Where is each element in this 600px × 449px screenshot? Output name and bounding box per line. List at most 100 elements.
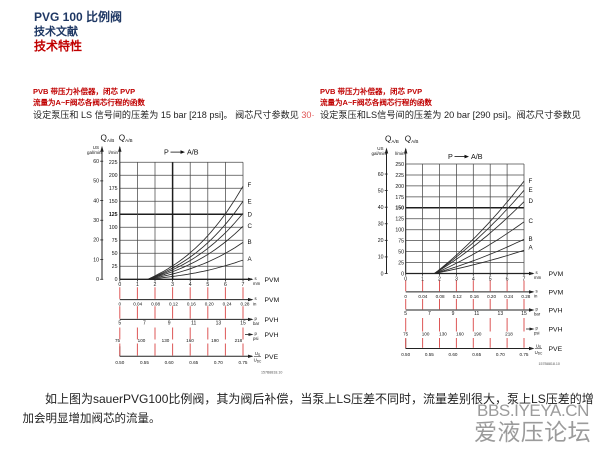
svg-text:100: 100 xyxy=(138,338,146,343)
svg-text:0.28: 0.28 xyxy=(521,294,530,299)
svg-text:PVM: PVM xyxy=(549,289,564,296)
svg-text:0.20: 0.20 xyxy=(487,294,496,299)
svg-text:P: P xyxy=(448,152,453,161)
svg-text:50: 50 xyxy=(398,250,404,256)
svg-text:p: p xyxy=(536,307,539,312)
svg-text:0.28: 0.28 xyxy=(240,302,249,307)
svg-text:0.65: 0.65 xyxy=(472,352,481,357)
svg-text:PVE: PVE xyxy=(265,354,279,361)
svg-text:E: E xyxy=(248,199,252,206)
svg-text:9: 9 xyxy=(452,311,455,317)
svg-text:l/min: l/min xyxy=(108,150,118,155)
svg-text:s: s xyxy=(536,288,538,293)
svg-text:50: 50 xyxy=(378,188,384,194)
svg-text:60: 60 xyxy=(93,159,99,165)
svg-text:157B8818.10: 157B8818.10 xyxy=(539,362,560,366)
svg-text:225: 225 xyxy=(395,173,404,179)
svg-text:A: A xyxy=(248,256,253,263)
svg-text:0.60: 0.60 xyxy=(449,352,458,357)
svg-text:PVH: PVH xyxy=(549,308,563,315)
svg-text:0.12: 0.12 xyxy=(453,294,462,299)
svg-text:0: 0 xyxy=(381,271,384,277)
svg-text:US: US xyxy=(377,146,383,151)
svg-text:QA/B: QA/B xyxy=(101,134,115,144)
svg-text:157B8818.10: 157B8818.10 xyxy=(261,371,282,375)
svg-text:mm: mm xyxy=(253,281,261,286)
svg-text:11: 11 xyxy=(191,321,196,327)
svg-text:0.08: 0.08 xyxy=(436,294,445,299)
svg-text:0: 0 xyxy=(118,282,121,288)
svg-text:PVM: PVM xyxy=(265,277,280,284)
svg-text:1: 1 xyxy=(136,282,139,288)
svg-text:A/B: A/B xyxy=(471,152,483,161)
svg-text:0: 0 xyxy=(401,271,404,277)
svg-text:0.75: 0.75 xyxy=(520,352,529,357)
svg-text:PVM: PVM xyxy=(265,297,280,304)
svg-text:PVH: PVH xyxy=(265,332,279,339)
svg-text:B: B xyxy=(529,236,533,243)
svg-text:100: 100 xyxy=(422,332,430,337)
svg-text:PVH: PVH xyxy=(265,317,279,324)
svg-text:s: s xyxy=(255,296,257,301)
svg-text:0.70: 0.70 xyxy=(496,352,505,357)
svg-text:3: 3 xyxy=(171,282,174,288)
svg-text:20: 20 xyxy=(378,238,384,244)
svg-text:190: 190 xyxy=(211,338,219,343)
svg-text:160: 160 xyxy=(456,332,464,337)
svg-text:20: 20 xyxy=(93,238,99,244)
svg-text:P: P xyxy=(164,148,169,157)
svg-text:QA/B: QA/B xyxy=(405,135,419,145)
svg-text:bar: bar xyxy=(253,321,260,326)
svg-text:5: 5 xyxy=(206,282,209,288)
svg-text:s: s xyxy=(536,270,538,275)
svg-text:200: 200 xyxy=(109,173,118,179)
svg-text:E: E xyxy=(529,187,533,194)
svg-text:psi: psi xyxy=(253,336,259,341)
svg-text:0.04: 0.04 xyxy=(418,294,427,299)
svg-text:15: 15 xyxy=(521,311,527,317)
svg-text:40: 40 xyxy=(378,205,384,211)
svg-text:9: 9 xyxy=(168,321,171,327)
svg-text:4: 4 xyxy=(189,282,192,288)
svg-text:PVM: PVM xyxy=(549,271,564,278)
svg-text:125: 125 xyxy=(109,212,118,218)
svg-text:gal/min: gal/min xyxy=(87,150,102,155)
svg-text:10: 10 xyxy=(93,257,99,263)
svg-text:7: 7 xyxy=(143,321,146,327)
svg-text:60: 60 xyxy=(378,172,384,178)
svg-text:6: 6 xyxy=(506,276,509,282)
svg-text:75: 75 xyxy=(403,332,409,337)
svg-text:p: p xyxy=(536,326,539,331)
svg-text:7: 7 xyxy=(428,311,431,317)
svg-text:F: F xyxy=(529,178,533,185)
svg-text:UDC: UDC xyxy=(535,350,543,356)
svg-text:PVE: PVE xyxy=(549,346,563,353)
svg-text:75: 75 xyxy=(398,239,404,245)
svg-text:0.16: 0.16 xyxy=(470,294,479,299)
svg-text:125: 125 xyxy=(395,217,404,223)
svg-text:QA/B: QA/B xyxy=(119,134,133,144)
svg-text:UDC: UDC xyxy=(254,358,262,364)
svg-text:190: 190 xyxy=(474,332,482,337)
svg-text:0.60: 0.60 xyxy=(165,360,174,365)
svg-text:75: 75 xyxy=(115,338,121,343)
svg-text:0.20: 0.20 xyxy=(205,302,214,307)
svg-text:130: 130 xyxy=(439,332,447,337)
svg-text:4: 4 xyxy=(472,276,475,282)
svg-text:C: C xyxy=(529,218,534,225)
svg-text:in: in xyxy=(253,301,257,306)
svg-text:25: 25 xyxy=(398,260,404,266)
svg-text:40: 40 xyxy=(93,198,99,204)
svg-text:US: US xyxy=(93,145,99,150)
svg-text:75: 75 xyxy=(112,238,118,244)
svg-text:0: 0 xyxy=(404,294,407,299)
svg-text:150: 150 xyxy=(109,199,118,205)
svg-text:p: p xyxy=(255,316,258,321)
svg-text:psi: psi xyxy=(534,331,540,336)
svg-text:0.50: 0.50 xyxy=(401,352,410,357)
svg-text:0.04: 0.04 xyxy=(133,302,142,307)
svg-text:PVH: PVH xyxy=(549,327,563,334)
svg-text:11: 11 xyxy=(474,311,479,317)
svg-text:C: C xyxy=(248,223,253,230)
svg-text:p: p xyxy=(255,331,258,336)
